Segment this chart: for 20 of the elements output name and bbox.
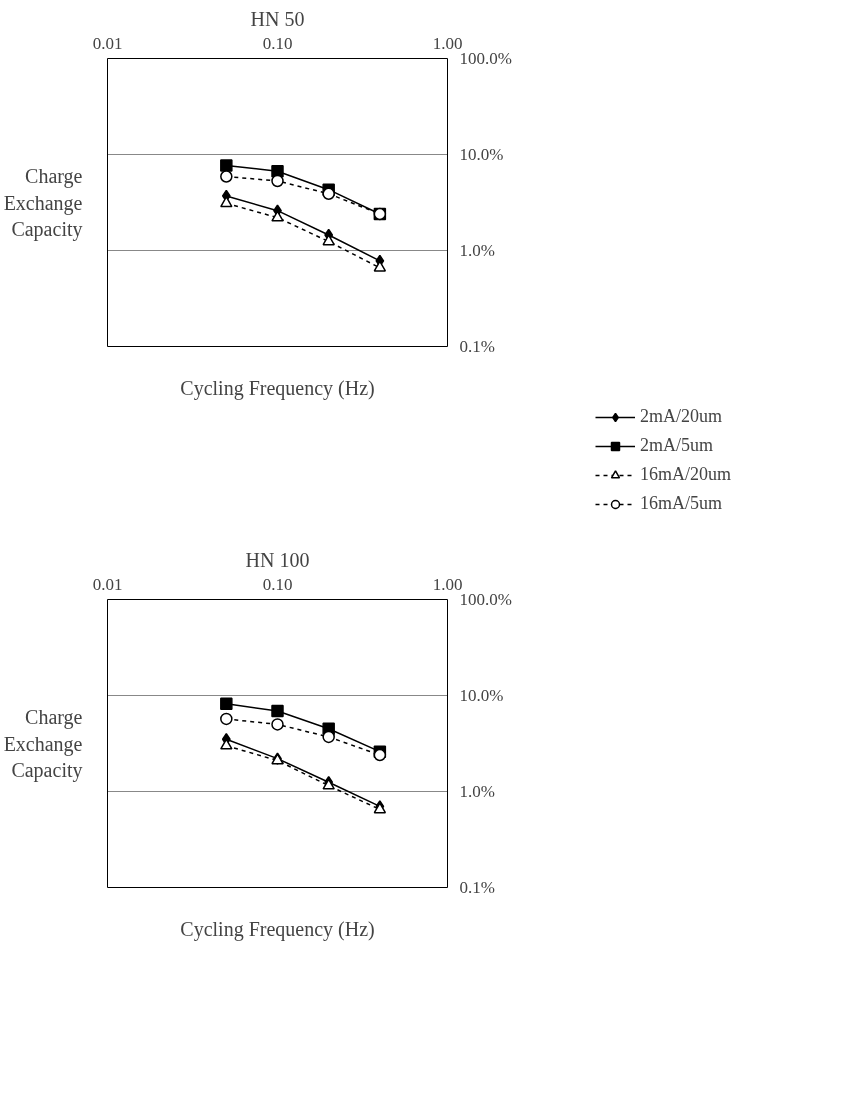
y-axis-title: Charge Exchange Capacity xyxy=(3,165,83,241)
x-tick-label: 0.01 xyxy=(92,33,123,53)
x-axis-title: Cycling Frequency (Hz) xyxy=(180,376,375,400)
y-tick-label: 1.0% xyxy=(459,782,495,801)
y-tick-label: 0.1% xyxy=(459,878,495,897)
x-tick-label: 0.01 xyxy=(92,574,123,594)
x-tick-label: 0.10 xyxy=(262,33,293,53)
legend-label: 2mA/5um xyxy=(640,435,714,456)
y-tick-label: 10.0% xyxy=(459,686,504,705)
y-axis-title: Charge Exchange Capacity xyxy=(3,706,83,782)
x-tick-label: 0.10 xyxy=(262,574,293,594)
x-axis-title: Cycling Frequency (Hz) xyxy=(180,917,375,941)
chart-title: HN 100 xyxy=(245,548,310,571)
y-tick-label: 1.0% xyxy=(459,241,495,260)
y-tick-label: 0.1% xyxy=(459,337,495,356)
legend-label: 16mA/5um xyxy=(640,493,723,514)
y-tick-label: 10.0% xyxy=(459,145,504,164)
legend-label: 16mA/20um xyxy=(640,464,732,485)
legend-label: 2mA/20um xyxy=(640,406,723,427)
chart-title: HN 50 xyxy=(250,7,305,30)
